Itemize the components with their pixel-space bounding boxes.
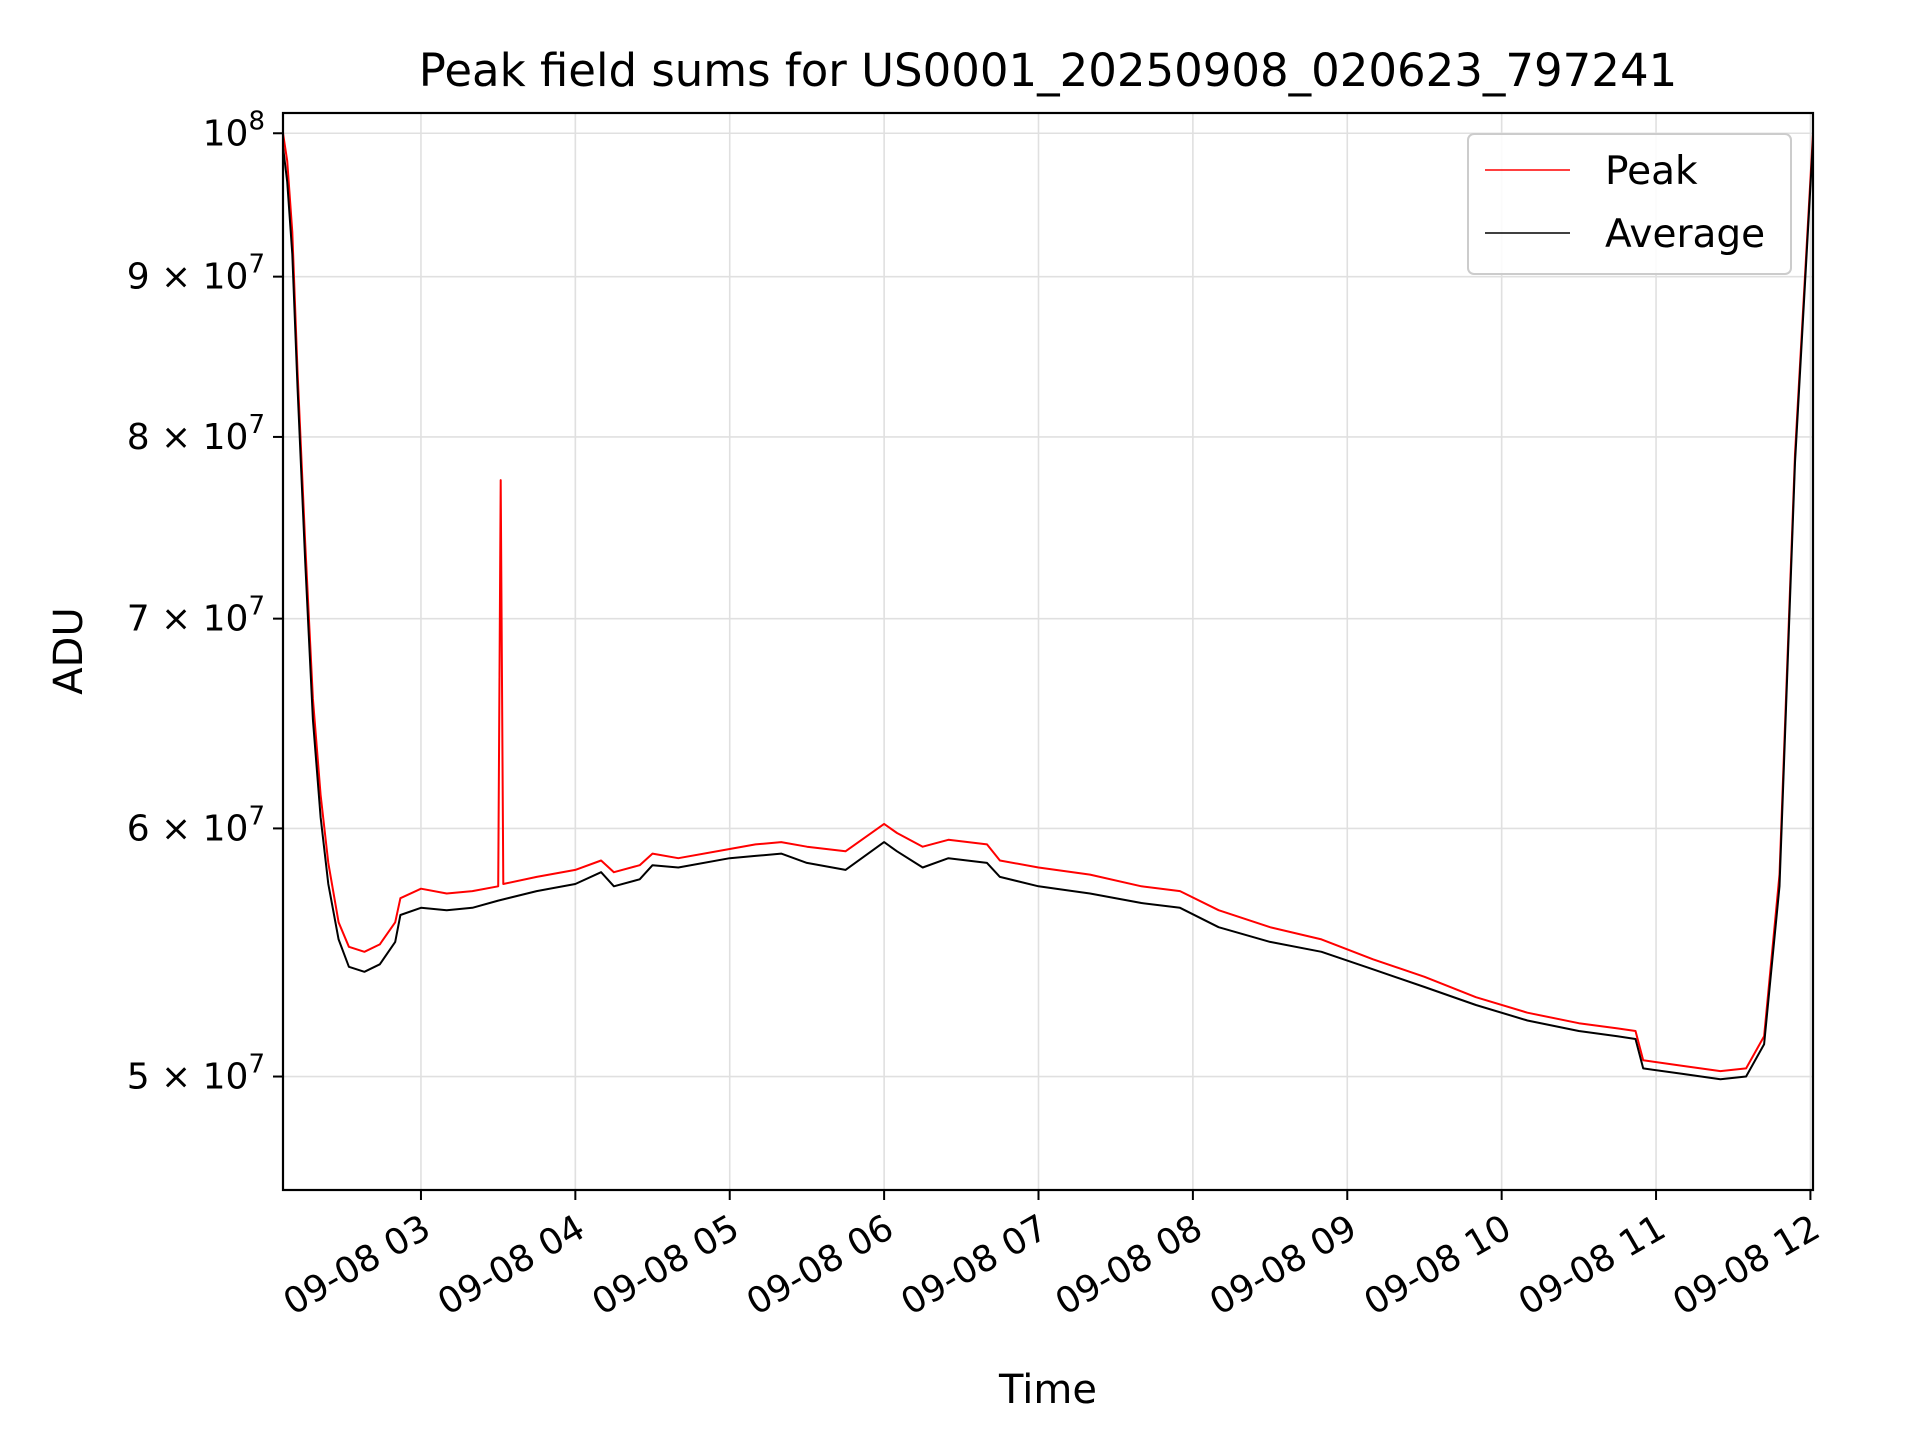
chart-title: Peak field sums for US0001_20250908_0206… — [419, 44, 1677, 97]
y-tick-label: 6 × 107 — [127, 801, 265, 849]
legend-box — [1467, 133, 1792, 275]
y-axis-ticks: 108 9 × 107 8 × 107 7 × 107 6 × 107 5 × 107 — [127, 106, 283, 1098]
legend-label-average: Average — [1605, 212, 1765, 257]
series-line-peak — [282, 133, 1814, 1073]
legend-label-peak: Peak — [1605, 149, 1698, 194]
y-tick-label: 9 × 107 — [127, 250, 265, 298]
y-axis-label: ADU — [46, 607, 92, 694]
legend: Peak Average — [1467, 133, 1792, 275]
series-layer — [282, 133, 1814, 1081]
series-line-average — [282, 140, 1814, 1081]
x-axis-label: Time — [998, 1367, 1097, 1413]
y-tick-label: 7 × 107 — [127, 592, 265, 640]
y-tick-label: 108 — [203, 106, 265, 154]
plot-frame — [281, 111, 1815, 1192]
y-tick-label: 5 × 107 — [127, 1050, 265, 1098]
y-tick-label: 8 × 107 — [127, 410, 265, 458]
grid-lines — [283, 113, 1813, 1190]
